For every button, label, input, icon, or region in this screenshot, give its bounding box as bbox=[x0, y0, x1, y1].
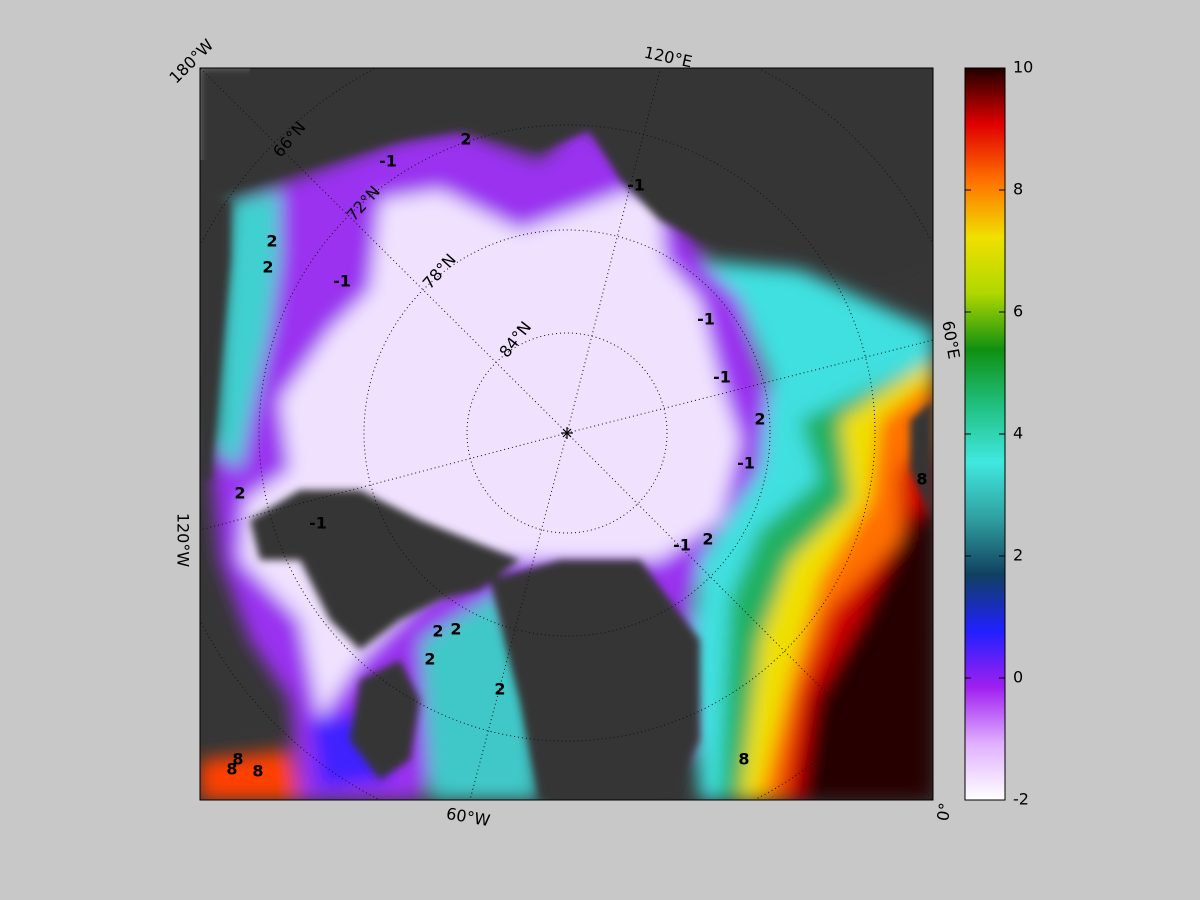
contour-label: 2 bbox=[432, 622, 443, 641]
longitude-label: 120°E bbox=[642, 43, 694, 72]
colorbar-tick-label: 4 bbox=[1013, 424, 1023, 443]
contour-label: 2 bbox=[494, 680, 505, 699]
contour-label: 2 bbox=[262, 258, 273, 277]
contour-label: 2 bbox=[460, 130, 471, 149]
contour-label: -1 bbox=[333, 272, 351, 291]
contour-label: 8 bbox=[232, 750, 243, 769]
contour-label: 8 bbox=[738, 750, 749, 769]
longitude-label: 0° bbox=[933, 801, 955, 822]
pole-marker bbox=[561, 427, 573, 439]
contour-label: 8 bbox=[916, 470, 927, 489]
contour-label: 2 bbox=[450, 620, 461, 639]
contour-label: 8 bbox=[226, 760, 237, 779]
colorbar-tick-label: 10 bbox=[1013, 58, 1033, 77]
contour-label: 2 bbox=[424, 650, 435, 669]
colorbar-tick-label: 8 bbox=[1013, 180, 1023, 199]
contour-label: -1 bbox=[379, 152, 397, 171]
contour-label: -1 bbox=[309, 514, 327, 533]
contour-label: 2 bbox=[266, 232, 277, 251]
colorbar-tick-label: 2 bbox=[1013, 546, 1023, 565]
contour-label: -1 bbox=[713, 368, 731, 387]
longitude-label: 60°W bbox=[445, 804, 492, 830]
longitude-label: 60°E bbox=[938, 319, 963, 360]
contour-label: 2 bbox=[234, 484, 245, 503]
contour-label: -1 bbox=[737, 454, 755, 473]
map bbox=[200, 68, 933, 800]
contour-label: -1 bbox=[697, 310, 715, 329]
longitude-label: 120°W bbox=[174, 513, 193, 568]
contour-label: 2 bbox=[702, 530, 713, 549]
graticule bbox=[200, 68, 933, 800]
contour-label: 8 bbox=[252, 762, 263, 781]
colorbar-tick-label: 0 bbox=[1013, 668, 1023, 687]
colorbar-tick-label: -2 bbox=[1013, 790, 1029, 809]
map-frame bbox=[199, 67, 934, 801]
contour-label: -1 bbox=[627, 176, 645, 195]
colorbar-tick-label: 6 bbox=[1013, 302, 1023, 321]
contour-label: 2 bbox=[754, 410, 765, 429]
contour-label: -1 bbox=[673, 536, 691, 555]
